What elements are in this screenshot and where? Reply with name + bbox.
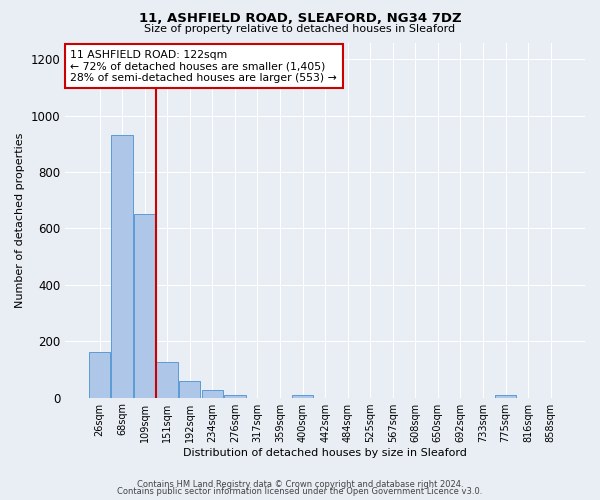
Y-axis label: Number of detached properties: Number of detached properties <box>15 132 25 308</box>
Bar <box>89 352 110 398</box>
Bar <box>495 395 516 398</box>
Bar <box>224 395 245 398</box>
Bar <box>134 214 155 398</box>
Text: 11, ASHFIELD ROAD, SLEAFORD, NG34 7DZ: 11, ASHFIELD ROAD, SLEAFORD, NG34 7DZ <box>139 12 461 26</box>
Text: Size of property relative to detached houses in Sleaford: Size of property relative to detached ho… <box>145 24 455 34</box>
X-axis label: Distribution of detached houses by size in Sleaford: Distribution of detached houses by size … <box>183 448 467 458</box>
Bar <box>112 136 133 398</box>
Text: 11 ASHFIELD ROAD: 122sqm
← 72% of detached houses are smaller (1,405)
28% of sem: 11 ASHFIELD ROAD: 122sqm ← 72% of detach… <box>70 50 337 83</box>
Text: Contains HM Land Registry data © Crown copyright and database right 2024.: Contains HM Land Registry data © Crown c… <box>137 480 463 489</box>
Text: Contains public sector information licensed under the Open Government Licence v3: Contains public sector information licen… <box>118 488 482 496</box>
Bar <box>292 395 313 398</box>
Bar <box>157 362 178 398</box>
Bar <box>179 380 200 398</box>
Bar <box>202 390 223 398</box>
